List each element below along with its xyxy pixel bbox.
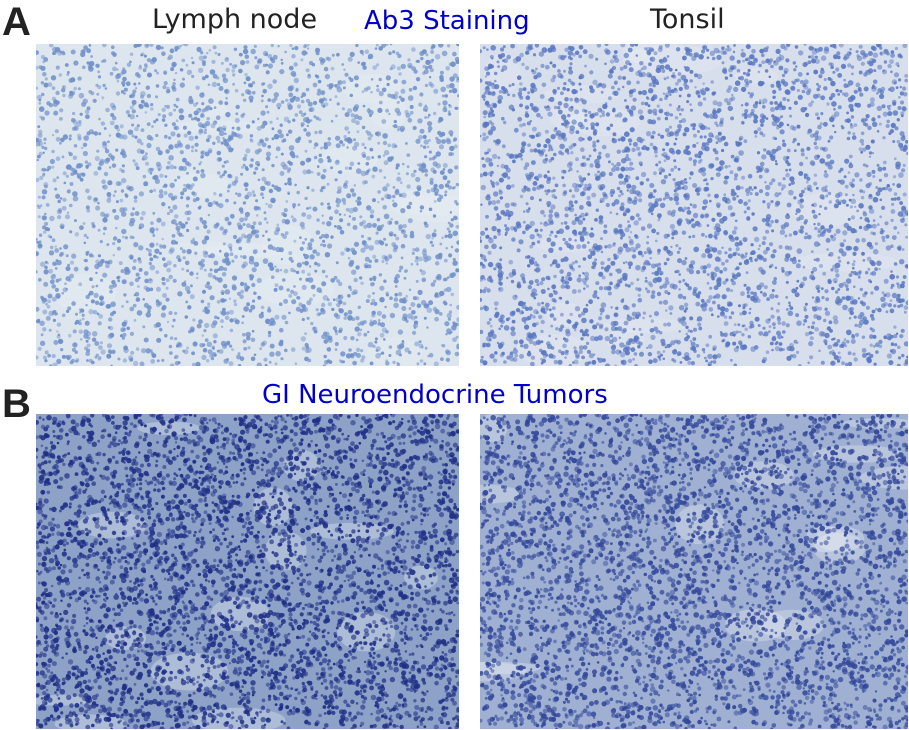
ab3-staining-heading: Ab3 Staining <box>364 6 530 36</box>
tonsil-label: Tonsil <box>650 4 725 35</box>
tumor-micrograph-right <box>480 414 908 729</box>
gi-neuroendocrine-tumors-heading: GI Neuroendocrine Tumors <box>262 380 608 410</box>
tonsil-micrograph <box>480 44 908 366</box>
lymph-node-label: Lymph node <box>152 4 318 35</box>
lymph-node-micrograph <box>36 44 459 366</box>
tumor-micrograph-left <box>36 414 459 729</box>
panel-letter-b: B <box>2 382 31 426</box>
panel-letter-a: A <box>2 0 31 44</box>
